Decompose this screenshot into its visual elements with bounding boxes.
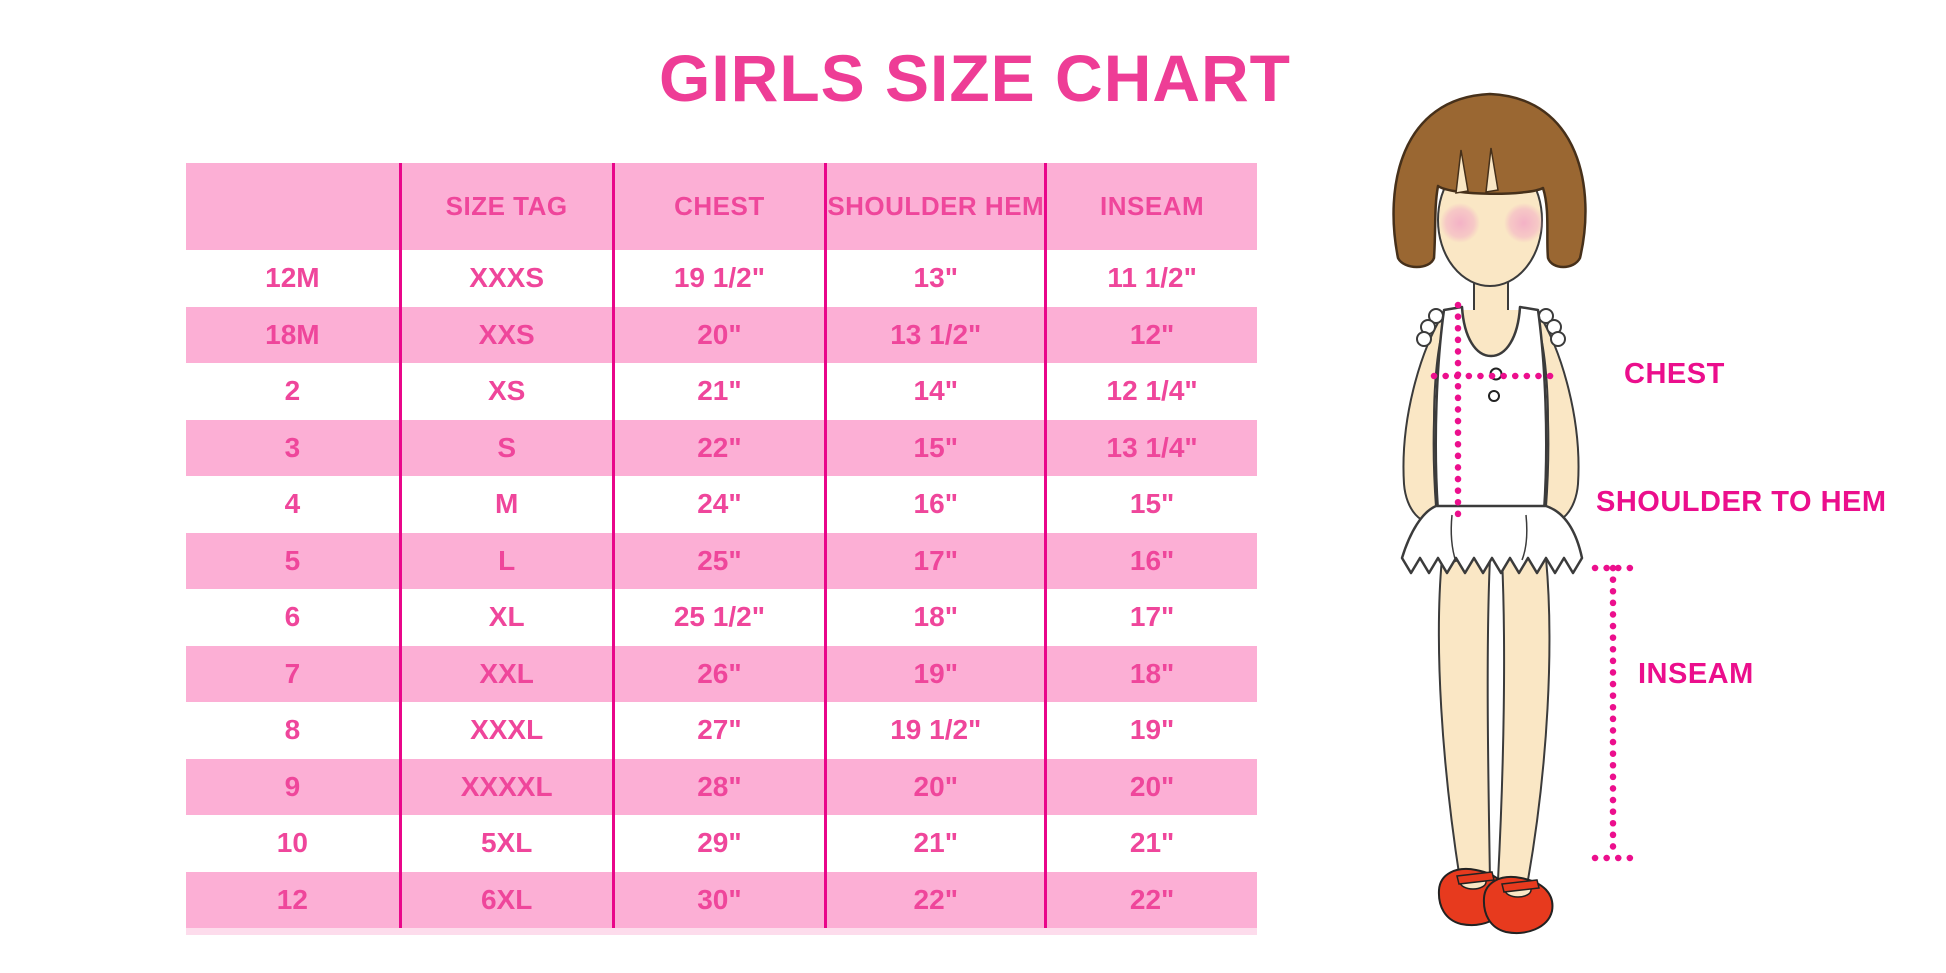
table-cell: 18" (824, 589, 1044, 646)
table-cell: 26" (611, 645, 825, 702)
page-title: GIRLS SIZE CHART (658, 41, 1291, 115)
girl-illustration (1392, 92, 1635, 934)
bangs-notch (1455, 149, 1469, 194)
table-cell: 20" (824, 758, 1045, 815)
table-cell: XXXL (398, 702, 612, 759)
table-cell: 15" (824, 419, 1045, 476)
table-cell: 12 (186, 871, 399, 928)
table-cell: 13 1/4" (1044, 419, 1257, 476)
table-cell: 24" (611, 476, 825, 533)
table-cell: 25 1/2" (611, 589, 825, 646)
table-cell: 5XL (398, 815, 612, 872)
table-cell: 22" (824, 871, 1045, 928)
chest-measure-label: CHEST (1624, 358, 1725, 390)
table-cell: S (398, 419, 612, 476)
table-cell: 21" (824, 815, 1044, 872)
table-cell: 21" (611, 363, 825, 420)
table-cell: XXS (398, 306, 612, 363)
header-cell: INSEAM (1044, 163, 1257, 250)
table-cell: 2 (284, 375, 301, 407)
table-cell: XXXS (398, 250, 612, 307)
table-cell: 21" (1044, 815, 1257, 872)
girl-arms (1402, 313, 1580, 523)
bangs-notch (1485, 147, 1499, 193)
table-cell: 29" (611, 815, 825, 872)
table-cell: 20" (1044, 758, 1257, 815)
blush-right (1504, 203, 1544, 243)
table-cell: 15" (1044, 476, 1257, 533)
table-cell: 3 (186, 419, 399, 476)
table-cell: XXL (398, 645, 612, 702)
header-cell: SHOULDER HEM (824, 163, 1045, 250)
table-cell: 13" (824, 250, 1044, 307)
girl-shoes (1437, 868, 1554, 934)
table-cell: 20" (611, 306, 825, 363)
table-cell: 16" (1044, 532, 1257, 589)
table-cell: 9 (186, 758, 399, 815)
girl-legs (1437, 557, 1551, 881)
table-cell: 22" (1044, 871, 1257, 928)
table-cell: 11 1/2" (1044, 250, 1257, 307)
girl-top (1416, 305, 1566, 514)
table-cell: 19 1/2" (824, 702, 1044, 759)
table-cell: XS (398, 363, 612, 420)
table-cell: 17" (824, 532, 1045, 589)
table-cell: 28" (611, 758, 825, 815)
table-cell: 12" (1044, 306, 1257, 363)
table-cell: 22" (611, 419, 825, 476)
table-cell: 6XL (398, 871, 612, 928)
table-cell: 10 (276, 827, 308, 859)
table-cell: 14" (824, 363, 1044, 420)
table-cell: 4 (284, 488, 301, 520)
header-cell: CHEST (611, 163, 825, 250)
table-cell: 19" (824, 645, 1045, 702)
table-cell: 6 (284, 601, 301, 633)
table-cell: 8 (284, 714, 301, 746)
table-cell: 18M (186, 306, 399, 363)
table-cell: 18" (1044, 645, 1257, 702)
table-cell: XL (398, 589, 612, 646)
table-cell: 30" (611, 871, 825, 928)
table-cell: 17" (1044, 589, 1257, 646)
table-cell: M (398, 476, 612, 533)
table-cell: 25" (611, 532, 825, 589)
table-cell: 19 1/2" (611, 250, 825, 307)
shoulder-to-hem-measure-label: SHOULDER TO HEM (1596, 486, 1887, 518)
table-cell: 12M (265, 262, 320, 294)
table-cell: XXXXL (398, 758, 612, 815)
girl-skirt (1400, 504, 1584, 575)
size-table: SIZE TAG CHEST SHOULDER HEM INSEAM 12M XXXS 19… (186, 163, 1257, 928)
table-cell: 16" (824, 476, 1044, 533)
table-cell: 12 1/4" (1044, 363, 1257, 420)
header-cell: SIZE TAG (398, 163, 612, 250)
girl-head (1392, 92, 1587, 287)
table-cell: 27" (611, 702, 825, 759)
measurement-dotted-lines (1430, 301, 1635, 862)
table-cell: 5 (186, 532, 399, 589)
inseam-measure-label: INSEAM (1638, 658, 1754, 690)
header-cell (186, 163, 399, 250)
table-cell: 13 1/2" (824, 306, 1045, 363)
blush-left (1440, 203, 1480, 243)
table-cell: 7 (186, 645, 399, 702)
table-cell: L (398, 532, 612, 589)
table-cell: 19" (1044, 702, 1257, 759)
